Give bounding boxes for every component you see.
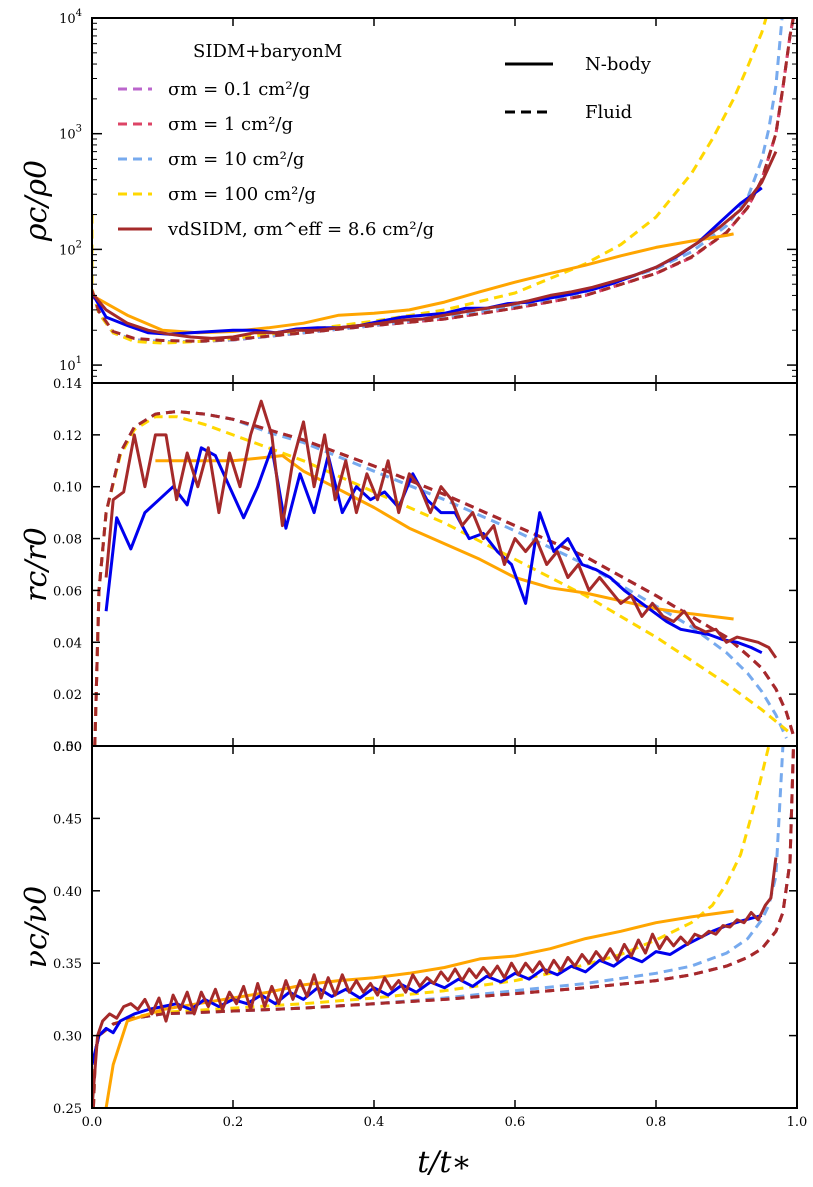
x-tick-label: 0.2	[223, 1115, 244, 1130]
y-tick-label: 0.02	[53, 688, 82, 703]
series-line-3	[93, 415, 791, 746]
y-tick-label: 0.10	[53, 481, 82, 496]
y-tick-label: 104	[59, 8, 82, 27]
y-axis-label: rc/r0	[19, 527, 54, 602]
y-tick-label: 0.45	[53, 812, 82, 827]
x-tick-label: 0.8	[646, 1115, 667, 1130]
panel-velocity-dispersion: 0.0 0.2 0.4 0.6 0.8 1.0 0.25 0.30 0.35 0.40 0.45 0.…	[19, 740, 807, 1130]
y-tick-label: 0.12	[53, 429, 82, 444]
plot-frame	[91, 382, 798, 747]
y-tick-exponent: 1	[76, 355, 82, 366]
x-tick-label: 0.4	[364, 1115, 385, 1130]
plot-frame	[91, 745, 798, 1109]
series-line-6	[104, 446, 763, 655]
panel-core-radius: 0.00 0.02 0.04 0.06 0.08 0.10 0.12 0.14 rc/r0	[19, 377, 798, 755]
legend-label-2: σm = 10 cm²/g	[168, 149, 304, 170]
x-tick-label: 0.6	[505, 1115, 526, 1130]
y-tick-label: 0.50	[53, 740, 82, 755]
y-tick-label: 103	[59, 124, 82, 143]
legend-label-1: σm = 1 cm²/g	[168, 114, 293, 135]
y-tick-label: 0.00	[53, 740, 82, 755]
legend-style-label-0: N-body	[585, 54, 652, 75]
series-line-4	[92, 746, 795, 1108]
series-line-5	[92, 232, 734, 335]
series-line-0	[92, 746, 795, 1108]
y-tick-label: 0.06	[53, 584, 82, 599]
series-line-4	[93, 410, 795, 746]
series-line-2	[93, 410, 788, 746]
y-tick-label: 101	[59, 355, 82, 374]
y-tick-label: 0.08	[53, 533, 82, 548]
panel-density: 101 102 103 104 ρc/ρ0	[19, 8, 798, 384]
legend-label-0: σm = 0.1 cm²/g	[168, 79, 310, 100]
y-tick-label: 102	[59, 239, 82, 258]
y-tick-label: 0.35	[53, 957, 82, 972]
y-tick-label: 0.25	[53, 1102, 82, 1117]
series-line-7	[92, 857, 778, 1108]
series-line-2	[92, 18, 784, 343]
y-tick-exponent: 4	[76, 8, 82, 19]
y-tick-label: 0.14	[53, 377, 82, 392]
x-tick-label: 0.0	[82, 1115, 103, 1130]
x-axis-label-text: t/t∗	[417, 1145, 472, 1180]
legend: SIDM+baryonM σm = 0.1 cm²/g σm = 1 cm²/g σm…	[118, 41, 652, 240]
series-line-7	[104, 399, 778, 659]
y-tick-label: 0.04	[53, 636, 82, 651]
series-group	[93, 399, 795, 746]
series-group	[92, 746, 795, 1108]
series-group	[92, 18, 795, 345]
series-line-4	[92, 18, 795, 343]
legend-label-4: vdSIDM, σm^eff = 8.6 cm²/g	[167, 219, 434, 240]
y-tick-exponent: 2	[76, 239, 82, 250]
y-tick-label: 0.40	[53, 885, 82, 900]
series-line-5	[155, 454, 734, 621]
x-tick-label: 1.0	[787, 1115, 808, 1130]
y-tick-exponent: 3	[76, 124, 82, 135]
legend-label-3: σm = 100 cm²/g	[168, 184, 316, 205]
x-axis-label: t/t∗	[417, 1145, 472, 1180]
y-axis-label: νc/ν0	[19, 886, 54, 968]
y-tick-label: 0.30	[53, 1030, 82, 1045]
series-line-1	[92, 746, 795, 1108]
series-line-2	[92, 746, 785, 1108]
legend-style-label-1: Fluid	[585, 102, 632, 123]
series-line-7	[92, 150, 778, 340]
legend-title: SIDM+baryonM	[193, 41, 342, 62]
series-line-3	[92, 746, 771, 1108]
y-axis-label: ρc/ρ0	[19, 160, 54, 242]
